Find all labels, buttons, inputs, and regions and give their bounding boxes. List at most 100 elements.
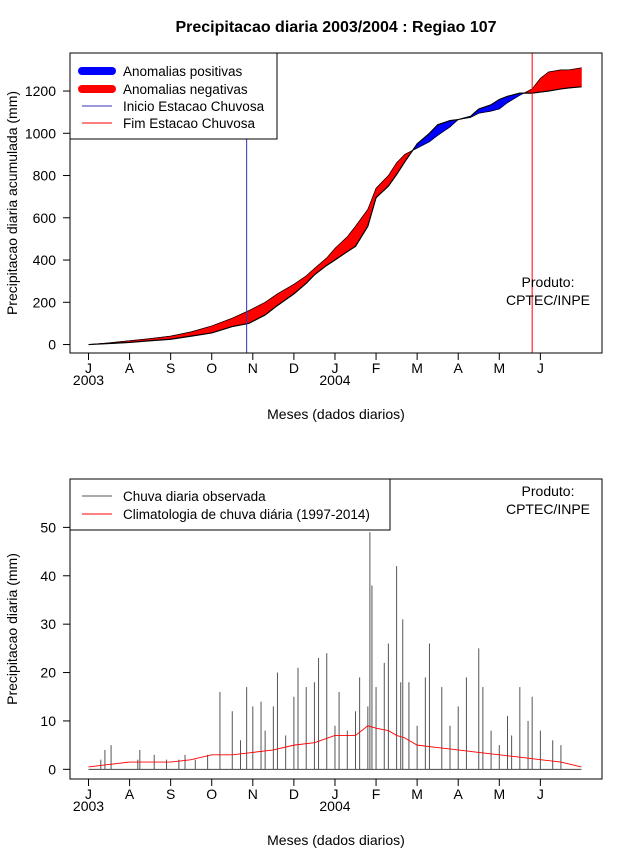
negative-anomaly-band	[205, 326, 208, 335]
negative-anomaly-band	[207, 326, 210, 334]
negative-anomaly-band	[217, 322, 221, 332]
negative-anomaly-band	[252, 307, 256, 322]
negative-anomaly-band	[229, 317, 233, 328]
y-tick-label: 30	[40, 616, 56, 632]
negative-anomaly-band	[564, 69, 568, 89]
year-labels-2: 2003 2004	[73, 798, 351, 814]
negative-anomaly-band	[219, 321, 223, 331]
negative-anomaly-band	[342, 238, 346, 255]
negative-anomaly-band	[554, 70, 558, 91]
legend-label-positive: Anomalias positivas	[123, 64, 243, 79]
x-tick-label: F	[372, 360, 381, 376]
x-tick-label: M	[493, 360, 505, 376]
y-tick-label: 400	[33, 252, 57, 268]
y-tick-label: 40	[40, 568, 56, 584]
negative-anomaly-band	[213, 323, 217, 333]
y-tick-label: 0	[48, 337, 56, 353]
negative-anomaly-band	[256, 304, 260, 320]
negative-anomaly-band	[542, 74, 545, 93]
legend-box-2	[69, 478, 391, 531]
y-tick-label: 600	[33, 210, 57, 226]
year-label: 2003	[73, 798, 104, 814]
y-axis-ticks-2: 0 10 20 30 40 50	[40, 519, 70, 777]
negative-anomaly-band	[351, 228, 354, 250]
negative-anomaly-band	[572, 68, 576, 88]
negative-anomaly-band	[353, 225, 356, 249]
x-tick-label: N	[248, 786, 258, 802]
negative-anomaly-band	[234, 315, 237, 327]
y-axis-ticks: 0 200 400 600 800 1000 1200	[25, 83, 70, 353]
x-tick-label: M	[411, 360, 423, 376]
legend-label-climatology: Climatologia de chuva diária (1997-2014)	[123, 507, 370, 522]
negative-anomaly-band	[236, 314, 239, 327]
chart-title: Precipitacao diaria 2003/2004 : Regiao 1…	[175, 19, 496, 36]
year-labels: 2003 2004	[73, 372, 351, 388]
x-tick-label: D	[289, 360, 299, 376]
legend-label-negative: Anomalias negativas	[123, 82, 248, 97]
x-tick-label: M	[493, 786, 505, 802]
y-tick-label: 20	[40, 665, 56, 681]
negative-anomaly-band	[227, 318, 231, 329]
climatology-daily-line	[88, 725, 582, 768]
negative-anomaly-band	[264, 300, 268, 316]
year-label: 2003	[73, 372, 104, 388]
negative-anomaly-band	[579, 67, 582, 88]
plot-frame	[69, 52, 603, 354]
negative-anomaly-band	[254, 306, 258, 321]
x-tick-label: M	[411, 786, 423, 802]
negative-anomaly-band	[344, 236, 348, 254]
accumulated-plot-area	[88, 67, 582, 346]
legend-label-start: Inicio Estacao Chuvosa	[123, 99, 265, 114]
legend-label-end: Fim Estacao Chuvosa	[123, 116, 256, 131]
negative-anomaly-band	[201, 327, 204, 335]
negative-anomaly-band	[568, 69, 572, 89]
negative-anomaly-band	[570, 68, 574, 89]
x-tick-label: A	[125, 360, 135, 376]
negative-anomaly-band	[544, 72, 547, 92]
negative-anomaly-band	[338, 241, 342, 258]
x-tick-label: J	[85, 360, 92, 376]
climatology-accumulated-line	[88, 67, 582, 345]
negative-anomaly-band	[577, 67, 580, 88]
credit-line-2-2: CPTEC/INPE	[506, 501, 590, 517]
negative-anomaly-band	[223, 320, 227, 330]
negative-anomaly-band	[250, 308, 254, 323]
y-tick-label: 1000	[25, 125, 56, 141]
x-tick-label: O	[206, 360, 217, 376]
x-tick-label: A	[125, 786, 135, 802]
legend-label-observed: Chuva diaria observada	[123, 489, 266, 504]
negative-anomaly-band	[260, 302, 264, 318]
x-axis-label: Meses (dados diarios)	[267, 406, 405, 422]
x-tick-label: O	[206, 786, 217, 802]
negative-anomaly-band	[546, 71, 549, 92]
negative-anomaly-band	[240, 313, 243, 326]
negative-anomaly-band	[238, 313, 241, 326]
negative-anomaly-band	[231, 316, 235, 327]
negative-anomaly-band	[562, 69, 566, 89]
x-tick-label: J	[331, 360, 338, 376]
y-tick-label: 0	[48, 761, 56, 777]
negative-anomaly-band	[215, 323, 219, 333]
negative-anomaly-band	[248, 309, 252, 324]
y-tick-label: 200	[33, 294, 57, 310]
negative-anomaly-band	[209, 325, 213, 334]
x-tick-label: N	[248, 360, 258, 376]
y-tick-label: 10	[40, 713, 56, 729]
year-label: 2004	[319, 798, 350, 814]
negative-anomaly-band	[548, 71, 551, 92]
y-axis-label: Precipitacao diaria acumulada (mm)	[4, 91, 20, 315]
negative-anomaly-band	[550, 70, 554, 92]
y-axis-label-2: Precipitacao diaria (mm)	[4, 553, 20, 705]
negative-anomaly-band	[574, 68, 578, 88]
x-tick-label: D	[289, 786, 299, 802]
x-tick-label: F	[372, 786, 381, 802]
negative-anomaly-band	[262, 301, 266, 317]
x-tick-label: J	[537, 360, 544, 376]
legend: Anomalias positivas Anomalias negativas …	[69, 52, 278, 140]
legend-2: Chuva diaria observada Climatologia de c…	[69, 478, 391, 531]
negative-anomaly-band	[552, 70, 556, 91]
positive-anomaly-band	[437, 123, 441, 136]
